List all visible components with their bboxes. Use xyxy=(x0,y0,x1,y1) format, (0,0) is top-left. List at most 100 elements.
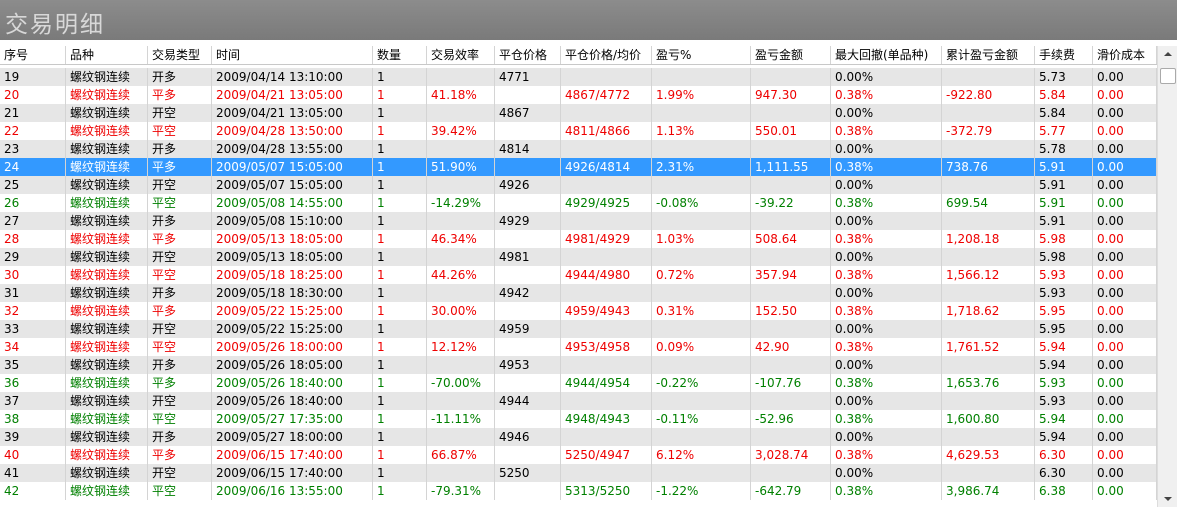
table-cell: 5.98 xyxy=(1035,248,1093,266)
table-cell: 开多 xyxy=(148,140,212,158)
table-cell: 平空 xyxy=(148,266,212,284)
scroll-up[interactable] xyxy=(1164,52,1172,56)
table-cell: 平空 xyxy=(148,122,212,140)
table-row[interactable]: 29 螺纹钢连续 开空 2009/05/13 18:05:00 1 4981 0.00% 5.… xyxy=(0,248,1157,266)
table-row[interactable]: 41 螺纹钢连续 开空 2009/06/15 17:40:00 1 5250 0.00% 6.… xyxy=(0,464,1157,482)
table-cell: 6.12% xyxy=(652,446,751,464)
table-cell: 0.00 xyxy=(1093,140,1157,158)
table-row[interactable]: 21 螺纹钢连续 开空 2009/04/21 13:05:00 1 4867 0.00% 5.… xyxy=(0,104,1157,122)
table-row[interactable]: 24 螺纹钢连续 平多 2009/05/07 15:05:00 1 51.90% 4926/… xyxy=(0,158,1157,176)
table-cell: 平多 xyxy=(148,86,212,104)
table-cell: 1.03% xyxy=(652,230,751,248)
table-cell: 0.00% xyxy=(831,392,942,410)
table-row[interactable]: 25 螺纹钢连续 开空 2009/05/07 15:05:00 1 4926 0.00% 5.… xyxy=(0,176,1157,194)
table-row[interactable]: 42 螺纹钢连续 平空 2009/06/16 13:55:00 1 -79.31% 5313… xyxy=(0,482,1157,500)
table-cell: 螺纹钢连续 xyxy=(66,392,148,410)
column-header[interactable]: 最大回撤(单品种) xyxy=(831,46,942,64)
table-cell: 152.50 xyxy=(751,302,831,320)
table-cell: 5.93 xyxy=(1035,392,1093,410)
column-header[interactable]: 盈亏金额 xyxy=(751,46,831,64)
table-row[interactable]: 30 螺纹钢连续 平空 2009/05/18 18:25:00 1 44.26% 4944/… xyxy=(0,266,1157,284)
table-row[interactable]: 34 螺纹钢连续 平空 2009/05/26 18:00:00 1 12.12% 4953/… xyxy=(0,338,1157,356)
table-cell: 35 xyxy=(0,356,66,374)
table-cell: 螺纹钢连续 xyxy=(66,266,148,284)
table-row[interactable]: 35 螺纹钢连续 开多 2009/05/26 18:05:00 1 4953 0.00% 5.… xyxy=(0,356,1157,374)
table-cell: 5.94 xyxy=(1035,356,1093,374)
table-row[interactable]: 39 螺纹钢连续 开多 2009/05/27 18:00:00 1 4946 0.00% 5.… xyxy=(0,428,1157,446)
column-header[interactable]: 交易类型 xyxy=(148,46,212,64)
column-header[interactable]: 品种 xyxy=(66,46,148,64)
table-cell: 4867/4772 xyxy=(561,86,652,104)
table-row[interactable]: 31 螺纹钢连续 开多 2009/05/18 18:30:00 1 4942 0.00% 5.… xyxy=(0,284,1157,302)
column-header[interactable]: 序号 xyxy=(0,46,66,64)
table-cell: 螺纹钢连续 xyxy=(66,284,148,302)
table-cell: 0.00% xyxy=(831,356,942,374)
table-cell: 5.91 xyxy=(1035,176,1093,194)
table-row[interactable]: 32 螺纹钢连续 平多 2009/05/22 15:25:00 1 30.00% 4959/… xyxy=(0,302,1157,320)
table-row[interactable]: 37 螺纹钢连续 开空 2009/05/26 18:40:00 1 4944 0.00% 5.… xyxy=(0,392,1157,410)
table-cell xyxy=(652,284,751,302)
column-header[interactable]: 交易效率 xyxy=(427,46,495,64)
table-cell xyxy=(495,482,561,500)
table-row[interactable]: 38 螺纹钢连续 平空 2009/05/27 17:35:00 1 -11.11% 4948… xyxy=(0,410,1157,428)
scroll-thumb[interactable] xyxy=(1160,68,1176,84)
table-cell xyxy=(495,194,561,212)
table-cell xyxy=(751,356,831,374)
table-cell: 1 xyxy=(373,68,427,86)
table-row[interactable]: 36 螺纹钢连续 平多 2009/05/26 18:40:00 1 -70.00% 4944… xyxy=(0,374,1157,392)
scrollbar[interactable] xyxy=(1157,46,1177,507)
header-row: 序号 品种 交易类型 时间 数量 交易效率 平仓价格 平仓价格/均价 盈亏% 盈亏金额 最大回撤(单… xyxy=(0,46,1157,65)
table-row[interactable]: 33 螺纹钢连续 开空 2009/05/22 15:25:00 1 4959 0.00% 5.… xyxy=(0,320,1157,338)
column-header[interactable]: 滑价成本 xyxy=(1093,46,1157,64)
table-cell: 0.00% xyxy=(831,320,942,338)
column-header[interactable]: 平仓价格 xyxy=(495,46,561,64)
table-row[interactable]: 19 螺纹钢连续 开多 2009/04/14 13:10:00 1 4771 0.00% 5.… xyxy=(0,68,1157,86)
scroll-down[interactable] xyxy=(1164,497,1172,501)
table-cell: 0.00 xyxy=(1093,104,1157,122)
table-row[interactable]: 40 螺纹钢连续 平多 2009/06/15 17:40:00 1 66.87% 5250/… xyxy=(0,446,1157,464)
table-cell: 4953/4958 xyxy=(561,338,652,356)
table-cell: 0.00 xyxy=(1093,194,1157,212)
table-cell: -642.79 xyxy=(751,482,831,500)
table-cell: 0.00 xyxy=(1093,230,1157,248)
table-cell xyxy=(652,68,751,86)
table-cell: -11.11% xyxy=(427,410,495,428)
table-cell: 4959/4943 xyxy=(561,302,652,320)
table-cell: 1,761.52 xyxy=(942,338,1035,356)
column-header[interactable]: 累计盈亏金额 xyxy=(942,46,1035,64)
table-row[interactable]: 27 螺纹钢连续 开多 2009/05/08 15:10:00 1 4929 0.00% 5.… xyxy=(0,212,1157,230)
table-cell: 26 xyxy=(0,194,66,212)
table-cell: 738.76 xyxy=(942,158,1035,176)
table-row[interactable]: 20 螺纹钢连续 平多 2009/04/21 13:05:00 1 41.18% 4867/… xyxy=(0,86,1157,104)
table-cell: 4926/4814 xyxy=(561,158,652,176)
table-cell: 螺纹钢连续 xyxy=(66,140,148,158)
table-cell: 螺纹钢连续 xyxy=(66,86,148,104)
table-cell: -1.22% xyxy=(652,482,751,500)
table-row[interactable]: 28 螺纹钢连续 平多 2009/05/13 18:05:00 1 46.34% 4981/… xyxy=(0,230,1157,248)
table-cell: 4944/4954 xyxy=(561,374,652,392)
column-header[interactable]: 时间 xyxy=(212,46,373,64)
table-cell: 开空 xyxy=(148,248,212,266)
table-cell xyxy=(495,230,561,248)
table-row[interactable]: 23 螺纹钢连续 开多 2009/04/28 13:55:00 1 4814 0.00% 5.… xyxy=(0,140,1157,158)
table-cell: 0.38% xyxy=(831,230,942,248)
table-cell: 699.54 xyxy=(942,194,1035,212)
table-cell xyxy=(751,212,831,230)
column-header[interactable]: 数量 xyxy=(373,46,427,64)
table-cell: 平空 xyxy=(148,482,212,500)
column-header[interactable]: 盈亏% xyxy=(652,46,751,64)
table-cell: 5.91 xyxy=(1035,212,1093,230)
table-cell xyxy=(751,68,831,86)
column-header[interactable]: 平仓价格/均价 xyxy=(561,46,652,64)
table-cell: 5250 xyxy=(495,464,561,482)
table-cell xyxy=(561,176,652,194)
table-row[interactable]: 26 螺纹钢连续 平空 2009/05/08 14:55:00 1 -14.29% 4929… xyxy=(0,194,1157,212)
table-cell xyxy=(495,338,561,356)
column-header[interactable]: 手续费 xyxy=(1035,46,1093,64)
table-cell: 27 xyxy=(0,212,66,230)
table-row[interactable]: 22 螺纹钢连续 平空 2009/04/28 13:50:00 1 39.42% 4811/… xyxy=(0,122,1157,140)
table-cell: 1,111.55 xyxy=(751,158,831,176)
table-cell: 32 xyxy=(0,302,66,320)
table-cell: 开空 xyxy=(148,176,212,194)
table-cell xyxy=(652,140,751,158)
